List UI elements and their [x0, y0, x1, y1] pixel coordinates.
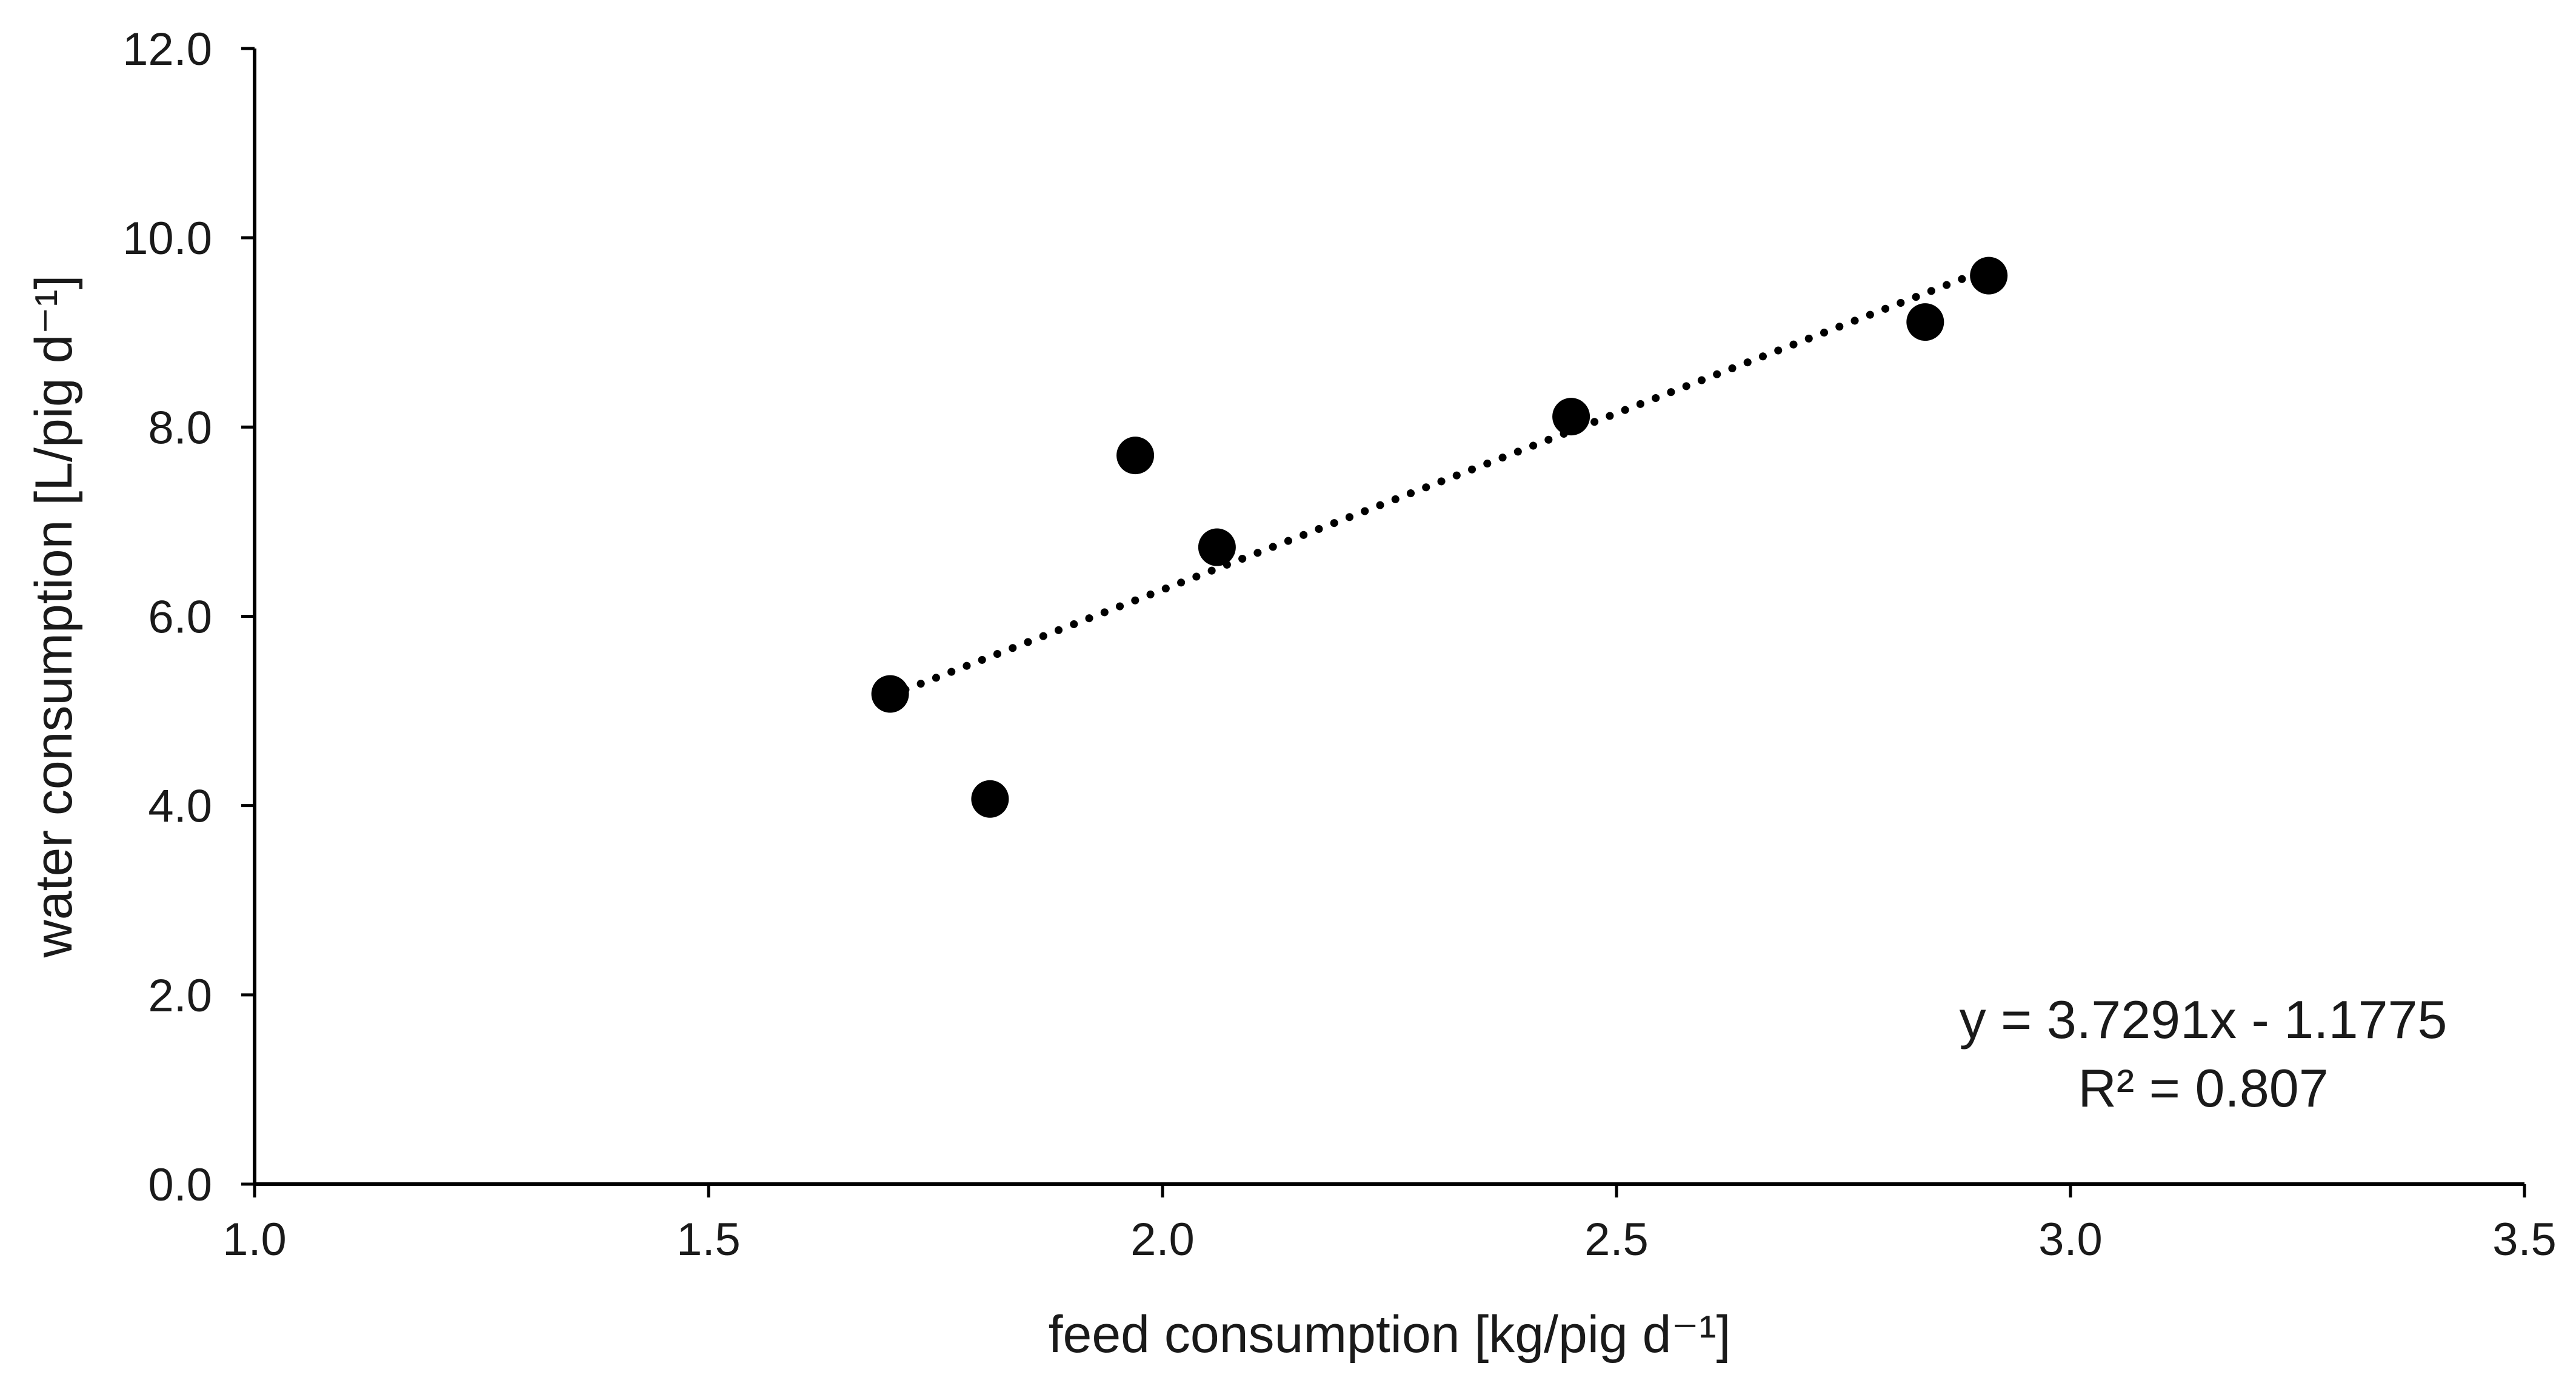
data-point-4 [1552, 398, 1590, 436]
trendline-equation: y = 3.7291x - 1.1775 [1960, 990, 2448, 1050]
data-point-2 [1116, 437, 1155, 475]
data-point-1 [971, 780, 1009, 818]
x-tick-label-2: 2.0 [1130, 1214, 1195, 1265]
x-ticks: 1.0 1.5 2.0 2.5 3.0 3.5 [222, 1184, 2557, 1265]
y-tick-label-3: 6.0 [148, 592, 212, 643]
y-tick-label-6: 12.0 [122, 24, 212, 75]
data-point-0 [871, 675, 909, 713]
y-tick-label-1: 2.0 [148, 970, 212, 1022]
trendline [886, 264, 1993, 700]
y-ticks: 0.0 2.0 4.0 6.0 8.0 10.0 12.0 [122, 24, 255, 1211]
x-axis-title: feed consumption [kg/pig d⁻¹] [1049, 1305, 1731, 1364]
data-point-5 [1906, 303, 1944, 341]
y-tick-label-5: 10.0 [122, 213, 212, 264]
y-tick-label-2: 4.0 [148, 781, 212, 832]
x-tick-label-1: 1.5 [676, 1214, 741, 1265]
x-tick-label-3: 2.5 [1584, 1214, 1649, 1265]
y-axis-title: water consumption [L/pig d⁻¹] [25, 275, 83, 959]
data-points [871, 256, 2008, 818]
y-tick-label-0: 0.0 [148, 1159, 212, 1211]
data-point-3 [1198, 528, 1236, 566]
x-tick-label-0: 1.0 [222, 1214, 287, 1265]
data-point-6 [1970, 256, 2008, 295]
x-tick-label-4: 3.0 [2038, 1214, 2103, 1265]
r-squared-label: R² = 0.807 [2078, 1058, 2328, 1118]
y-tick-label-4: 8.0 [148, 402, 212, 454]
x-tick-label-5: 3.5 [2492, 1214, 2557, 1265]
